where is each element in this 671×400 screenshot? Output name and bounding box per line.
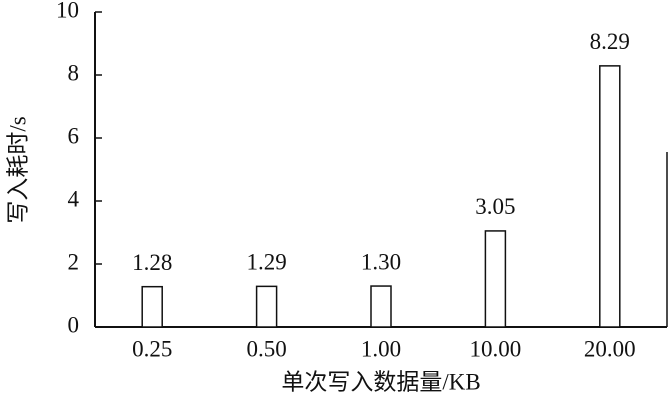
x-tick-label: 20.00 bbox=[584, 336, 636, 361]
y-axis-label: 写入耗时/s bbox=[5, 116, 30, 223]
value-label: 1.29 bbox=[246, 250, 286, 275]
x-tick-label: 1.00 bbox=[361, 336, 401, 361]
value-label: 1.28 bbox=[132, 250, 172, 275]
bar bbox=[141, 285, 163, 328]
y-tick-label: 10 bbox=[56, 0, 79, 22]
bar bbox=[484, 230, 507, 328]
x-axis-label: 单次写入数据量/KB bbox=[281, 369, 480, 394]
x-tick-label: 0.25 bbox=[132, 336, 172, 361]
bar bbox=[255, 285, 278, 328]
value-label: 1.30 bbox=[361, 249, 401, 274]
y-tick-label: 6 bbox=[68, 123, 80, 148]
bar bbox=[599, 65, 621, 328]
bar bbox=[370, 285, 392, 328]
y-tick-label: 4 bbox=[68, 186, 80, 211]
y-tick-label: 2 bbox=[68, 249, 80, 274]
x-tick-label: 0.50 bbox=[246, 336, 286, 361]
value-label: 8.29 bbox=[590, 29, 630, 54]
y-tick-label: 0 bbox=[68, 312, 80, 337]
y-tick-label: 8 bbox=[68, 60, 80, 85]
value-label: 3.05 bbox=[475, 194, 515, 219]
x-tick-label: 10.00 bbox=[470, 336, 522, 361]
